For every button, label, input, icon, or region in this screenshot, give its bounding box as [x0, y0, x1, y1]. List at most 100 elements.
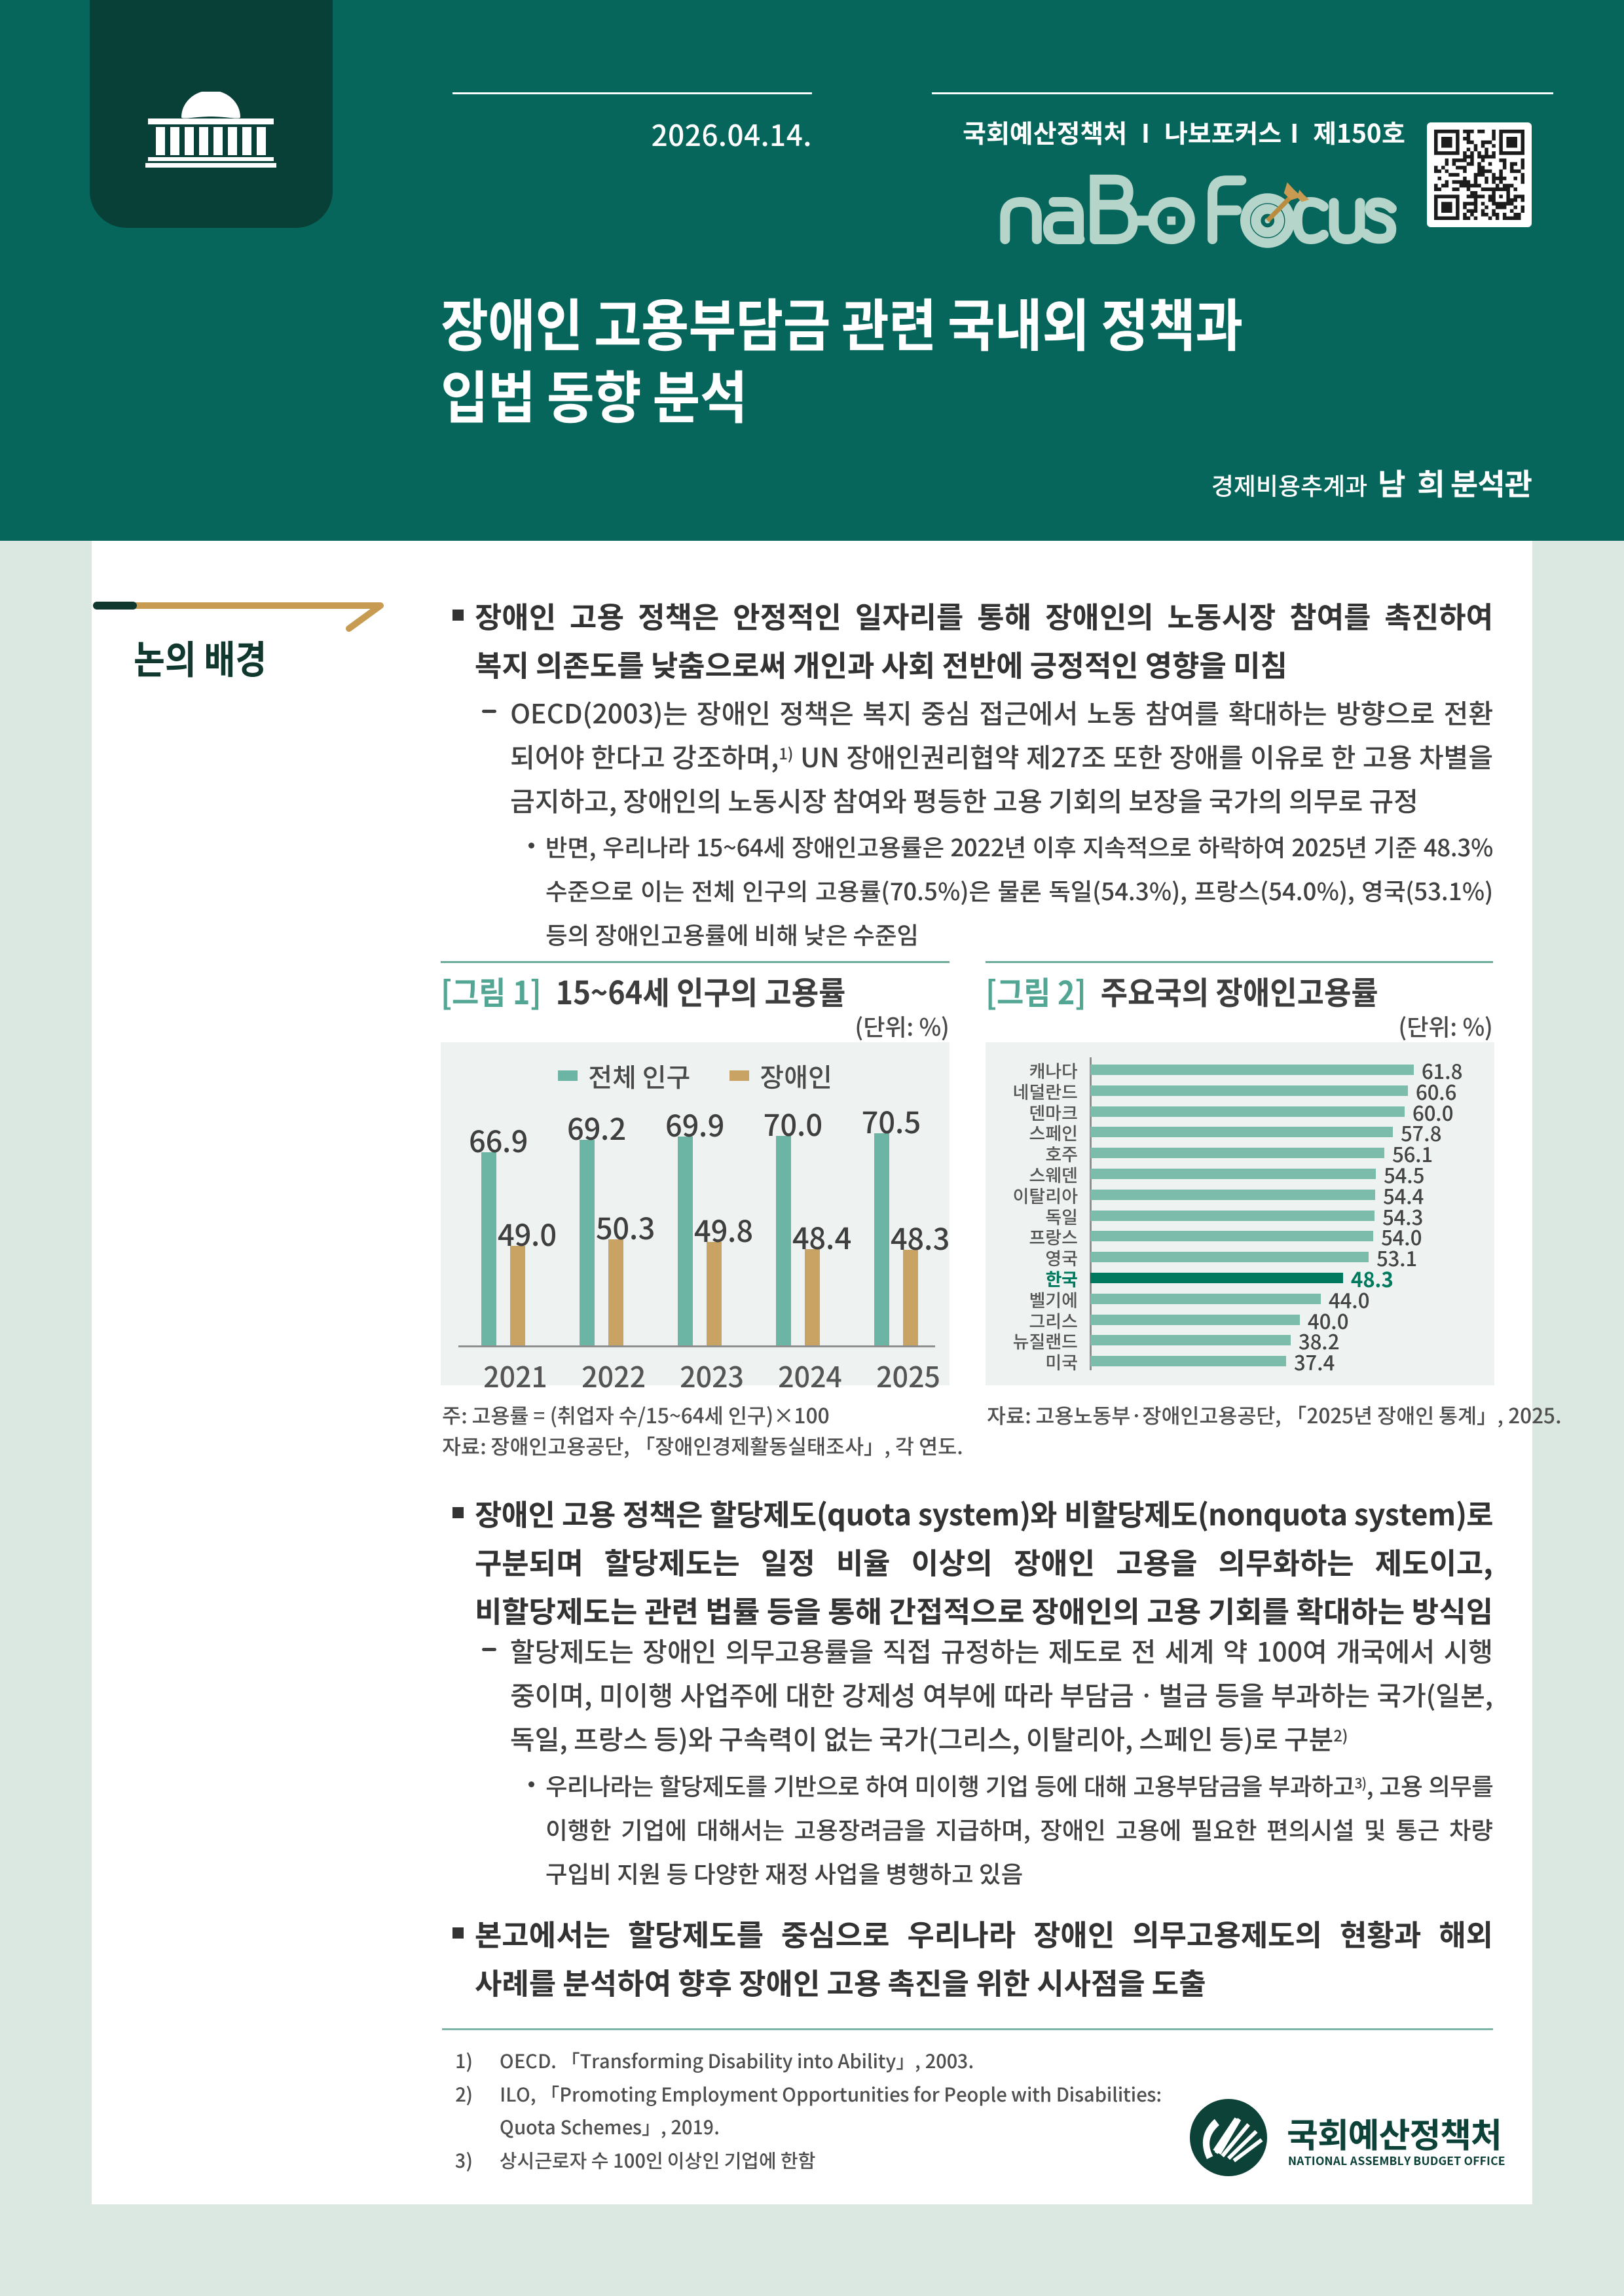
nabo-emblem-icon	[1190, 2099, 1267, 2176]
bar-value-label: 50.3	[595, 1205, 655, 1248]
figure2-bar-벨기에	[1090, 1293, 1321, 1304]
figure1-bar-2022-disabled	[608, 1239, 623, 1345]
bar-value-label: 70.0	[763, 1102, 823, 1144]
figure2-bar-네덜란드	[1090, 1085, 1408, 1096]
footnote-3: 3) 상시근로자 수 100인 이상인 기업에 한함	[442, 2143, 1359, 2177]
text-line: 금지하고, 장애인의 노동시장 참여와 평등한 고용 기회의 보장을 국가의 의…	[510, 780, 1418, 819]
x-axis-tick-label: 2024	[777, 1355, 843, 1396]
figure1-label: [그림 1]	[441, 968, 542, 1014]
figure2-title: 주요국의 장애인고용률	[1100, 968, 1378, 1014]
bar-value-label: 60.6	[1416, 1076, 1457, 1106]
footnotes: 1) OECD. 「Transforming Disability into Ab…	[442, 2044, 1359, 2176]
byline-author: 남 희 분석관	[1378, 461, 1532, 504]
figure2-bar-덴마크	[1090, 1106, 1405, 1117]
text-line: 우리나라는 할당제도를 기반으로 하여 미이행 기업 등에 대해 고용부담금을 …	[545, 1768, 1494, 1802]
figure2-source: 자료: 고용노동부·장애인고용공단, 「2025년 장애인 통계」, 2025.	[987, 1400, 1562, 1430]
bar-value-label: 40.0	[1308, 1305, 1349, 1335]
figure2-chart: 캐나다 61.8 네덜란드 60.6 덴마크 60.0 스페인 57.8 호주 56.1 스웨덴 54…	[986, 1042, 1494, 1385]
legend-swatch	[558, 1070, 578, 1081]
document-title: 장애인 고용부담금 관련 국내외 정책과 입법 동향 분석	[441, 280, 1243, 435]
issue-line: 국회예산정책처 Ⅰ 나보포커스Ⅰ 제150호	[963, 114, 1405, 151]
country-label: 스페인	[1029, 1120, 1078, 1146]
paragraph-p2: 장애인 고용 정책은 할당제도(quota system)와 비할당제도(non…	[442, 1489, 1494, 1634]
section-arrow-line	[93, 602, 384, 632]
bar-value-label: 54.0	[1381, 1222, 1422, 1252]
text-line: 구분되며 할당제도는 일정 비율 이상의 장애인 고용을 의무화하는 제도이고,	[475, 1540, 1493, 1582]
text-line: 할당제도는 장애인 의무고용률을 직접 규정하는 제도로 전 세계 약 100여…	[510, 1630, 1493, 1669]
text-line: 복지 의존도를 낮춤으로써 개인과 사회 전반에 긍정적인 영향을 미침	[475, 642, 1287, 685]
text-line: 등의 장애인고용률에 비해 낮은 수준임	[545, 917, 919, 951]
figure1-caption: [그림 1] 15~64세 인구의 고용률	[441, 968, 846, 1013]
text-line: OECD(2003)는 장애인 정책은 복지 중심 접근에서 노동 참여를 확대…	[510, 692, 1493, 731]
bar-value-label: 56.1	[1392, 1139, 1433, 1169]
country-label: 그리스	[1029, 1307, 1078, 1333]
figure1-chart: 전체 인구 장애인 66.9 49.0 2021 69.2 50.3 2022 69.9 49.8…	[441, 1042, 950, 1396]
qr-code-icon	[1434, 130, 1524, 220]
bar-value-label: 48.4	[792, 1215, 852, 1258]
figure1-rule	[441, 961, 950, 963]
figure2-bar-스페인	[1090, 1127, 1393, 1138]
figure1-bar-2022-total	[580, 1140, 595, 1345]
footnote-text: Quota Schemes」, 2019.	[500, 2113, 720, 2140]
legend-swatch	[729, 1070, 750, 1081]
paragraph-p1sub: OECD(2003)는 장애인 정책은 복지 중심 접근에서 노동 참여를 확대…	[442, 690, 1493, 822]
figure2-bar-스웨덴	[1090, 1169, 1376, 1179]
bar-value-label: 37.4	[1294, 1347, 1335, 1377]
byline-department: 경제비용추계과	[1211, 467, 1368, 502]
country-label: 호주	[1045, 1140, 1078, 1167]
figure2-caption: [그림 2] 주요국의 장애인고용률	[986, 968, 1378, 1013]
x-axis-tick-label: 2022	[581, 1355, 646, 1396]
bar-value-label: 54.5	[1384, 1159, 1425, 1189]
bar-value-label: 70.5	[861, 1099, 921, 1142]
legend-label: 장애인	[760, 1057, 832, 1095]
figure1-x-axis	[458, 1345, 935, 1347]
dash-bullet-icon	[482, 710, 496, 713]
header-banner: 2026.04.14. 국회예산정책처 Ⅰ 나보포커스Ⅰ 제150호 장애인 고…	[0, 0, 1624, 541]
bar-value-label: 48.3	[1351, 1264, 1393, 1293]
bar-value-label: 69.9	[665, 1102, 725, 1145]
nabo-focus-wordmark	[997, 158, 1397, 257]
bar-value-label: 61.8	[1422, 1055, 1463, 1085]
figure1-unit: (단위: %)	[855, 1009, 950, 1043]
figure1-bar-2021-total	[481, 1152, 496, 1345]
figure2-bar-독일	[1090, 1210, 1375, 1221]
figure1-bar-2024-disabled	[805, 1249, 820, 1345]
bar-value-label: 57.8	[1401, 1118, 1442, 1148]
figure2-rule	[986, 961, 1493, 963]
footnote-text: ILO, 「Promoting Employment Opportunities…	[500, 2079, 1162, 2107]
legend-item: 장애인	[729, 1057, 832, 1095]
figure1-notes: 주: 고용률 = (취업자 수/15~64세 인구)×100 자료: 장애인고용공…	[442, 1400, 963, 1461]
byline: 경제비용추계과 남 희 분석관	[1211, 461, 1532, 504]
country-label: 독일	[1045, 1203, 1078, 1229]
text-line: 반면, 우리나라 15~64세 장애인고용률은 2022년 이후 지속적으로 하…	[545, 829, 1493, 864]
footnote-number: 3)	[455, 2145, 473, 2174]
section-decoration	[92, 601, 388, 636]
country-label: 미국	[1045, 1349, 1078, 1375]
figure1-bar-2024-total	[776, 1136, 791, 1345]
paragraph-p2sub: 할당제도는 장애인 의무고용률을 직접 규정하는 제도로 전 세계 약 100여…	[442, 1628, 1493, 1760]
bar-value-label: 53.1	[1376, 1243, 1418, 1273]
footer-logo: 국회예산정책처 NATIONAL ASSEMBLY BUDGET OFFICE	[1190, 2099, 1505, 2181]
footnote-number: 1)	[455, 2047, 473, 2074]
country-label: 프랑스	[1029, 1224, 1078, 1250]
bar-value-label: 48.3	[890, 1216, 950, 1258]
figure1-bar-2021-disabled	[510, 1246, 525, 1345]
figure2-bar-호주	[1090, 1148, 1384, 1159]
footnote-rule	[442, 2028, 1493, 2030]
footnote-2: 2) ILO, 「Promoting Employment Opportuniti…	[442, 2077, 1359, 2143]
bar-value-label: 44.0	[1329, 1284, 1370, 1314]
text-line: 되어야 한다고 강조하며,1) UN 장애인권리협약 제27조 또한 장애를 이…	[510, 736, 1493, 775]
x-axis-tick-label: 2023	[679, 1355, 745, 1396]
issue-date: 2026.04.14.	[651, 113, 812, 155]
text-line: 이행한 기업에 대해서는 고용장려금을 지급하며, 장애인 고용에 필요한 편의…	[545, 1812, 1493, 1846]
x-axis-tick-label: 2021	[483, 1355, 548, 1396]
x-axis-tick-label: 2025	[876, 1355, 941, 1396]
date-rule	[452, 92, 812, 94]
square-bullet-icon	[452, 1507, 464, 1518]
issue-rule	[932, 92, 1553, 94]
bar-value-label: 69.2	[566, 1106, 627, 1148]
country-label: 네덜란드	[1012, 1078, 1078, 1104]
assembly-emblem-box	[90, 0, 333, 228]
nabo-focus-logo	[1000, 174, 1397, 248]
